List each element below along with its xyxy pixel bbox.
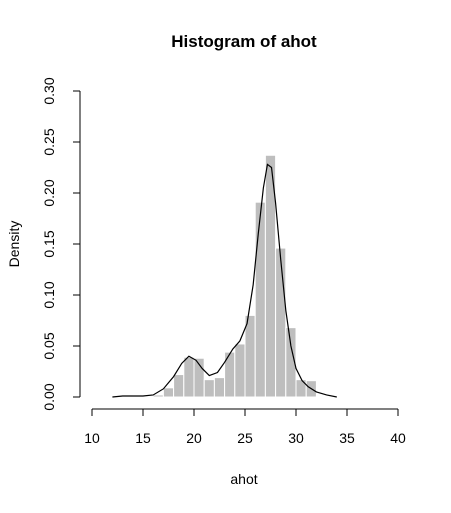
histogram-bar bbox=[193, 357, 205, 398]
y-tick-label: 0.05 bbox=[41, 332, 57, 359]
histogram-bar bbox=[203, 379, 215, 398]
y-tick-label: 0.30 bbox=[41, 77, 57, 104]
y-axis-label: Density bbox=[6, 221, 22, 268]
x-tick-label: 35 bbox=[339, 430, 355, 446]
histogram-bar bbox=[244, 314, 256, 398]
histogram-bar bbox=[152, 394, 164, 398]
x-tick-label: 40 bbox=[390, 430, 406, 446]
histogram-bar bbox=[295, 379, 307, 398]
histogram-bar bbox=[183, 356, 195, 398]
x-tick-label: 20 bbox=[186, 430, 202, 446]
histogram-bar bbox=[275, 247, 287, 398]
y-tick-label: 0.20 bbox=[41, 179, 57, 206]
x-axis: 10 15 20 25 30 35 40 bbox=[84, 408, 406, 446]
histogram-bar bbox=[234, 343, 246, 398]
x-tick-label: 25 bbox=[237, 430, 253, 446]
histogram-bar bbox=[213, 377, 226, 398]
histogram-bars bbox=[111, 154, 317, 398]
y-axis: 0.00 0.05 0.10 0.15 0.20 0.25 0.30 bbox=[41, 77, 81, 411]
x-tick-label: 10 bbox=[84, 430, 100, 446]
y-tick-label: 0.25 bbox=[41, 128, 57, 155]
x-axis-label: ahot bbox=[230, 471, 257, 487]
y-tick-label: 0.10 bbox=[41, 281, 57, 308]
x-tick-label: 30 bbox=[288, 430, 304, 446]
density-curve bbox=[112, 163, 337, 398]
chart-title: Histogram of ahot bbox=[171, 32, 317, 51]
y-tick-label: 0.00 bbox=[41, 383, 57, 410]
histogram-bar bbox=[162, 387, 175, 398]
histogram-bar bbox=[173, 374, 185, 398]
y-tick-label: 0.15 bbox=[41, 230, 57, 257]
histogram-bar bbox=[254, 201, 266, 398]
x-tick-label: 15 bbox=[135, 430, 151, 446]
histogram-bar bbox=[285, 327, 297, 398]
